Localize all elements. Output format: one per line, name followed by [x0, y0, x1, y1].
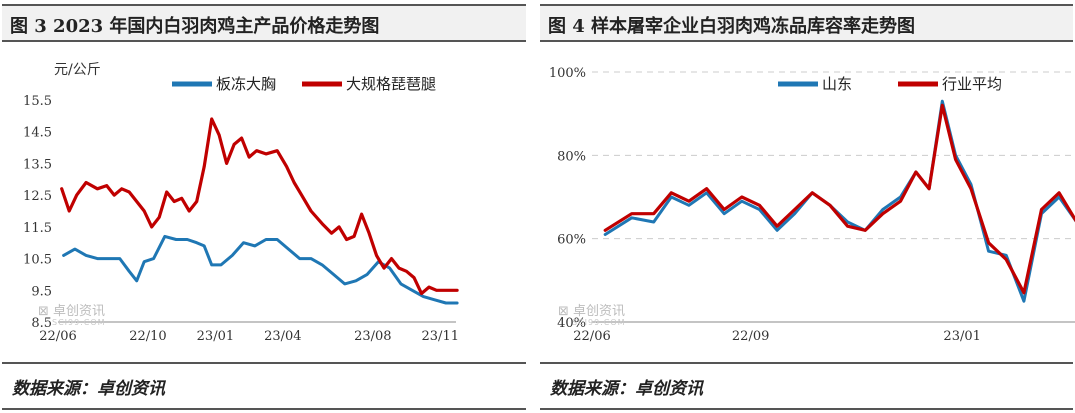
y-tick-label: 100%: [549, 66, 586, 81]
x-tick-label: 23/01: [197, 329, 234, 344]
y-tick-label: 9.5: [31, 284, 52, 299]
legend-label-2: 行业平均: [942, 75, 1002, 93]
watermark-text: ⊠ 卓创资讯: [38, 304, 105, 319]
right-chart-panel: 图 4 样本屠宰企业白羽肉鸡冻品库容率走势图 40% 60% 80% 100% 22/0…: [538, 0, 1075, 413]
y-tick-label: 12.5: [23, 189, 52, 204]
y-tick-label: 15.5: [23, 94, 52, 109]
x-tick-label: 23/11: [422, 329, 459, 344]
right-source-text: 数据来源：卓创资讯: [550, 379, 703, 399]
x-tick-label: 22/09: [732, 329, 769, 344]
left-line-chart: 8.5 9.5 10.5 11.5 12.5 13.5 14.5 15.5 22/06 22/10…: [23, 62, 459, 344]
series-line-2: [603, 103, 1075, 295]
legend-label-1: 板冻大胸: [216, 75, 276, 93]
right-source-bar: 数据来源：卓创资讯: [540, 362, 1073, 410]
series-line-1: [603, 99, 1075, 303]
y-tick-label: 80%: [557, 149, 586, 164]
legend-label-1: 山东: [822, 75, 852, 93]
series-line-2: [60, 117, 459, 296]
left-chart-title: 图 3 2023 年国内白羽肉鸡主产品价格走势图: [10, 16, 380, 37]
left-title-bar: 图 3 2023 年国内白羽肉鸡主产品价格走势图: [2, 4, 526, 42]
y-tick-label: 8.5: [31, 316, 52, 331]
x-tick-label: 23/08: [354, 329, 391, 344]
right-chart-title: 图 4 样本屠宰企业白羽肉鸡冻品库容率走势图: [548, 16, 916, 37]
legend-label-2: 大规格琵琶腿: [346, 75, 436, 93]
watermark-subtext: SCI99.COM: [52, 318, 106, 327]
series-line-1: [62, 234, 459, 305]
y-tick-label: 13.5: [23, 157, 52, 172]
y-unit-label: 元/公斤: [54, 62, 101, 78]
x-tick-label: 22/06: [39, 329, 76, 344]
watermark-subtext: SCI99.COM: [572, 318, 626, 327]
y-tick-label: 60%: [557, 233, 586, 248]
left-source-bar: 数据来源：卓创资讯: [2, 362, 526, 410]
x-tick-label: 22/10: [129, 329, 166, 344]
x-tick-label: 23/04: [264, 329, 301, 344]
y-tick-label: 11.5: [23, 221, 52, 236]
y-tick-label: 10.5: [23, 253, 52, 268]
left-chart-panel: 图 3 2023 年国内白羽肉鸡主产品价格走势图 8.5 9.5 10.5 11.5 1…: [0, 0, 528, 413]
x-tick-label: 23/01: [943, 329, 980, 344]
x-tick-label: 22/06: [573, 329, 610, 344]
watermark-text: ⊠ 卓创资讯: [558, 304, 625, 319]
y-tick-label: 40%: [557, 316, 586, 331]
y-tick-label: 14.5: [23, 126, 52, 141]
right-line-chart: 40%60%80%100%22/0622/0923/0123/0423/0823…: [549, 66, 1075, 344]
right-title-bar: 图 4 样本屠宰企业白羽肉鸡冻品库容率走势图: [540, 4, 1073, 42]
left-source-text: 数据来源：卓创资讯: [12, 379, 165, 399]
